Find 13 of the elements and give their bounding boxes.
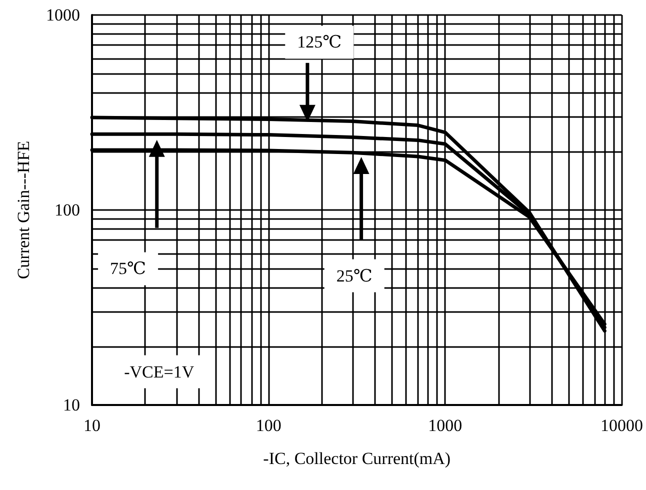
annotation: -VCE=1V bbox=[124, 362, 195, 382]
y-tick-label: 100 bbox=[54, 200, 80, 220]
x-tick-label: 10000 bbox=[600, 416, 643, 435]
annotation: 75℃ bbox=[110, 259, 146, 278]
annotation: 25℃ bbox=[336, 266, 372, 286]
x-tick-label: 1000 bbox=[428, 416, 462, 435]
y-tick-label: 1000 bbox=[46, 6, 80, 24]
annotation: 125℃ bbox=[297, 32, 342, 52]
y-tick-label: 10 bbox=[63, 396, 80, 414]
x-tick-label: 10 bbox=[84, 416, 100, 435]
y-axis-title: Current Gain---HFE bbox=[14, 140, 33, 280]
x-tick-label: 100 bbox=[256, 416, 282, 435]
x-axis-title: -IC, Collector Current(mA) bbox=[263, 449, 451, 468]
